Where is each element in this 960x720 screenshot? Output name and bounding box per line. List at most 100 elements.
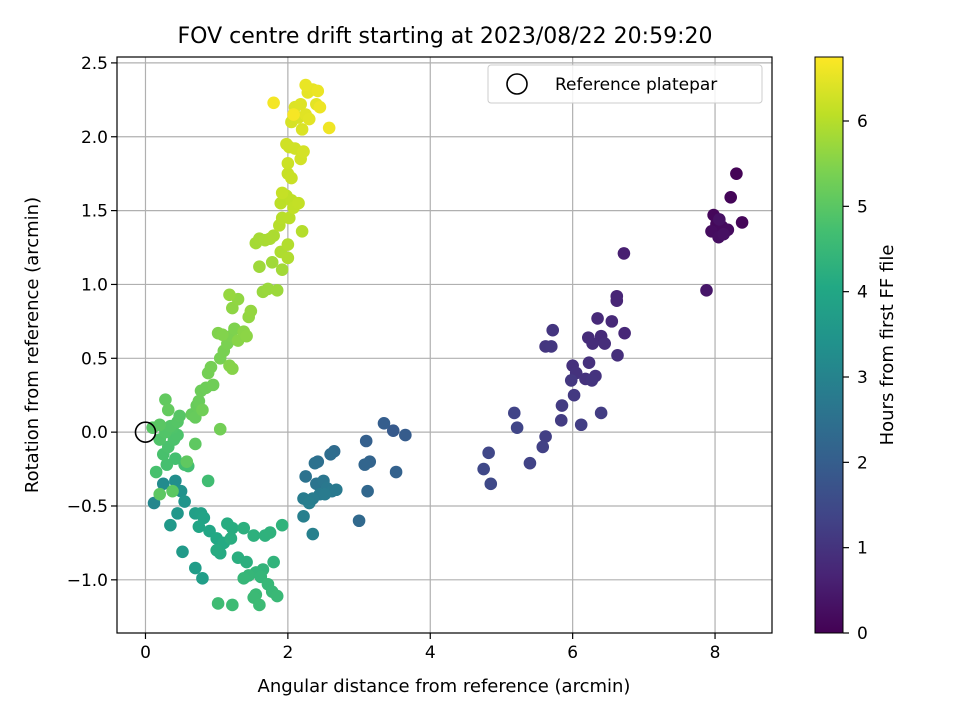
data-point	[294, 97, 307, 111]
data-point	[555, 399, 569, 412]
data-point	[282, 211, 296, 225]
colorbar-ticks: 0 1 2 3 4 5 6	[843, 112, 868, 644]
data-point	[267, 555, 280, 569]
colorbar-tick-label: 0	[857, 624, 868, 644]
data-point	[554, 414, 568, 427]
data-point	[358, 458, 372, 471]
data-point	[717, 227, 730, 241]
x-axis-ticks: 0 2 4 6 8	[140, 633, 720, 663]
data-point	[178, 495, 191, 508]
data-point	[299, 78, 312, 92]
data-point	[237, 572, 251, 585]
data-point	[281, 157, 295, 170]
x-tick-label: 4	[425, 643, 436, 663]
data-point	[224, 532, 238, 545]
data-point	[176, 545, 189, 559]
data-point	[586, 337, 599, 350]
data-point	[153, 487, 167, 501]
colorbar-tick-label: 2	[857, 453, 868, 473]
y-tick-label: 2.0	[81, 128, 108, 148]
data-point	[730, 167, 743, 180]
data-point	[302, 496, 316, 510]
data-point	[292, 196, 305, 210]
data-point	[189, 437, 202, 451]
data-point	[302, 112, 316, 126]
chart-title: FOV centre drift starting at 2023/08/22 …	[178, 24, 713, 49]
data-point	[713, 213, 726, 226]
data-point	[567, 388, 581, 402]
data-point	[161, 403, 175, 417]
data-point	[377, 416, 391, 430]
colorbar-tick-label: 6	[857, 112, 868, 132]
colorbar	[814, 56, 844, 634]
data-point	[275, 518, 289, 532]
data-point	[149, 465, 163, 479]
data-point	[311, 84, 325, 98]
data-point	[270, 284, 284, 297]
data-point	[594, 406, 608, 420]
data-point	[482, 446, 495, 460]
data-point	[267, 96, 280, 110]
data-point	[329, 483, 343, 497]
x-tick-label: 6	[567, 643, 578, 663]
data-point	[247, 529, 260, 542]
data-point	[287, 108, 300, 121]
data-point	[261, 282, 275, 296]
data-point	[546, 323, 560, 337]
data-point	[617, 247, 631, 260]
data-point	[196, 572, 209, 585]
data-point	[359, 434, 373, 448]
data-point	[544, 340, 558, 353]
colorbar-tick-label: 4	[857, 283, 868, 303]
y-axis-ticks: −1.0 −0.5 0.0 0.5 1.0 1.5 2.0 2.5	[67, 54, 117, 591]
y-tick-label: 2.5	[81, 54, 108, 74]
data-point	[564, 374, 578, 387]
data-point	[192, 520, 206, 533]
data-point	[539, 430, 552, 443]
colorbar-label: Hours from first FF file	[877, 245, 898, 446]
data-point	[244, 304, 258, 318]
data-point	[226, 362, 239, 375]
colorbar-tick-label: 1	[857, 539, 868, 559]
data-point	[386, 424, 400, 437]
x-tick-label: 2	[282, 643, 293, 663]
data-point	[240, 555, 253, 569]
legend-marker-icon	[506, 73, 528, 95]
data-point	[253, 598, 266, 612]
data-point	[270, 589, 284, 603]
data-point	[169, 474, 182, 488]
data-point	[306, 527, 320, 541]
data-point	[308, 456, 322, 470]
x-tick-label: 0	[140, 643, 151, 663]
reference-platepar-marker	[134, 421, 157, 443]
data-point	[582, 356, 596, 370]
data-point	[275, 186, 289, 200]
data-point	[180, 455, 194, 468]
data-point	[171, 507, 184, 520]
data-point	[700, 284, 713, 297]
data-points	[146, 78, 749, 612]
data-point	[216, 328, 229, 341]
data-point	[226, 521, 239, 535]
data-point	[735, 216, 749, 229]
data-point	[201, 474, 215, 488]
data-point	[399, 428, 412, 442]
data-point	[153, 418, 167, 432]
data-point	[352, 514, 366, 528]
y-tick-label: 1.0	[81, 275, 108, 295]
data-point	[213, 422, 227, 436]
data-point	[574, 418, 588, 432]
data-point	[223, 288, 236, 302]
y-axis-label: Rotation from reference (arcmin)	[22, 197, 43, 493]
data-point	[598, 337, 611, 350]
data-point	[210, 543, 223, 557]
x-axis-label: Angular distance from reference (arcmin)	[258, 676, 631, 697]
data-point	[389, 465, 403, 479]
data-point	[267, 229, 280, 243]
data-point	[724, 191, 738, 204]
data-point	[275, 263, 289, 276]
legend-box	[487, 64, 763, 104]
data-point	[510, 421, 524, 435]
data-point	[189, 561, 202, 575]
